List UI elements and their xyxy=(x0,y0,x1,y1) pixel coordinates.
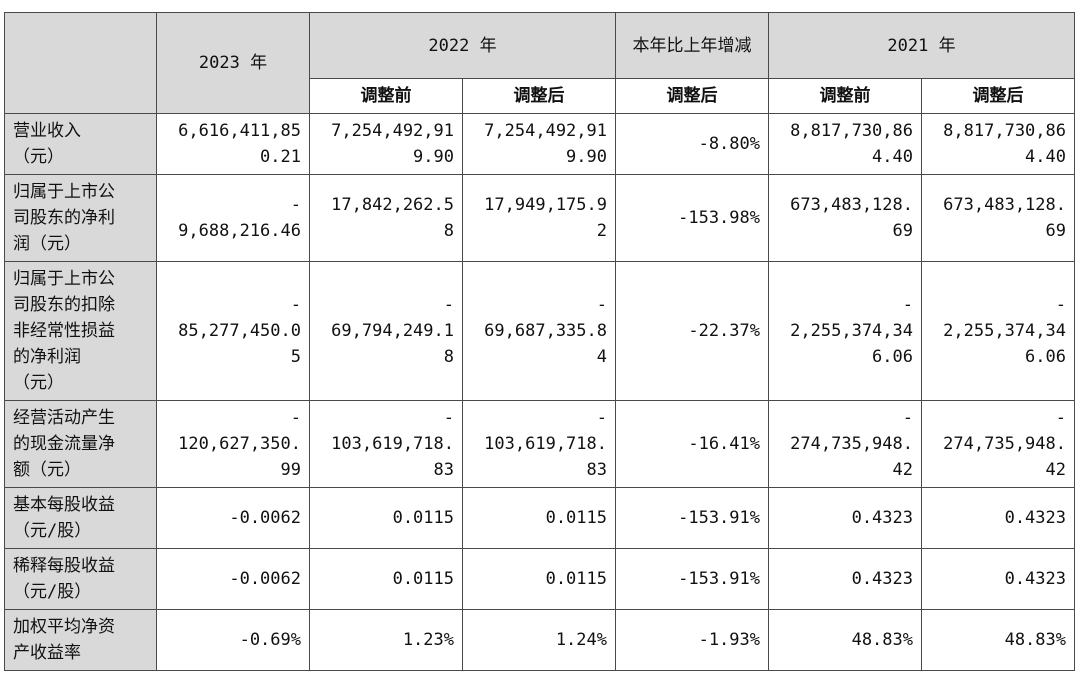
cell-2023: - 120,627,350. 99 xyxy=(156,400,310,488)
cell-2022-after: 0.0115 xyxy=(462,548,616,610)
cell-2023: 6,616,411,85 0.21 xyxy=(156,113,310,175)
table-row: 稀释每股收益 （元/股） -0.0062 0.0115 0.0115 -153.… xyxy=(4,548,1075,610)
cell-change: -22.37% xyxy=(615,261,769,401)
table-row: 营业收入 （元） 6,616,411,85 0.21 7,254,492,91 … xyxy=(4,113,1075,175)
header-2021-before: 调整前 xyxy=(768,78,922,114)
corner-cell xyxy=(4,12,157,114)
cell-2022-after: 0.0115 xyxy=(462,487,616,549)
row-label: 归属于上市公 司股东的扣除 非经常性损益 的净利润 （元） xyxy=(4,261,157,401)
table-row: 加权平均净资 产收益率 -0.69% 1.23% 1.24% -1.93% 48… xyxy=(4,609,1075,671)
cell-2022-after: 1.24% xyxy=(462,609,616,671)
row-label: 经营活动产生 的现金流量净 额（元） xyxy=(4,400,157,488)
row-label: 稀释每股收益 （元/股） xyxy=(4,548,157,610)
cell-change: -1.93% xyxy=(615,609,769,671)
cell-2022-after: 7,254,492,91 9.90 xyxy=(462,113,616,175)
cell-2021-after: 0.4323 xyxy=(921,487,1075,549)
cell-2023: -0.69% xyxy=(156,609,310,671)
table-row: 归属于上市公 司股东的扣除 非经常性损益 的净利润 （元） - 85,277,4… xyxy=(4,261,1075,401)
cell-2021-before: - 2,255,374,34 6.06 xyxy=(768,261,922,401)
table-row: 经营活动产生 的现金流量净 额（元） - 120,627,350. 99 - 1… xyxy=(4,400,1075,488)
row-label: 营业收入 （元） xyxy=(4,113,157,175)
cell-2021-after: - 274,735,948. 42 xyxy=(921,400,1075,488)
header-2022: 2022 年 xyxy=(309,12,616,79)
row-label: 加权平均净资 产收益率 xyxy=(4,609,157,671)
header-2022-before: 调整前 xyxy=(309,78,463,114)
header-2021-after: 调整后 xyxy=(921,78,1075,114)
table-row: 归属于上市公 司股东的净利 润（元） - 9,688,216.46 17,842… xyxy=(4,174,1075,262)
cell-2021-after: 8,817,730,86 4.40 xyxy=(921,113,1075,175)
header-2023: 2023 年 xyxy=(156,12,310,114)
header-2022-after: 调整后 xyxy=(462,78,616,114)
cell-2022-before: 0.0115 xyxy=(309,548,463,610)
cell-2021-before: 0.4323 xyxy=(768,487,922,549)
cell-2022-before: 17,842,262.5 8 xyxy=(309,174,463,262)
header-2021: 2021 年 xyxy=(768,12,1075,79)
cell-2021-after: 48.83% xyxy=(921,609,1075,671)
cell-2022-before: 1.23% xyxy=(309,609,463,671)
cell-2021-before: 8,817,730,86 4.40 xyxy=(768,113,922,175)
cell-2022-before: - 103,619,718. 83 xyxy=(309,400,463,488)
cell-2023: -0.0062 xyxy=(156,548,310,610)
cell-2021-before: 673,483,128. 69 xyxy=(768,174,922,262)
cell-2022-before: - 69,794,249.1 8 xyxy=(309,261,463,401)
table-row: 基本每股收益 （元/股） -0.0062 0.0115 0.0115 -153.… xyxy=(4,487,1075,549)
row-label: 归属于上市公 司股东的净利 润（元） xyxy=(4,174,157,262)
cell-2021-before: - 274,735,948. 42 xyxy=(768,400,922,488)
cell-change: -8.80% xyxy=(615,113,769,175)
cell-2021-after: 0.4323 xyxy=(921,548,1075,610)
cell-change: -153.91% xyxy=(615,548,769,610)
header-change: 本年比上年增减 xyxy=(615,12,769,79)
cell-2023: -0.0062 xyxy=(156,487,310,549)
financial-table: 2023 年 2022 年 本年比上年增减 2021 年 调整前 调整后 调整后… xyxy=(4,12,1075,671)
cell-change: -153.91% xyxy=(615,487,769,549)
row-label: 基本每股收益 （元/股） xyxy=(4,487,157,549)
cell-2022-before: 7,254,492,91 9.90 xyxy=(309,113,463,175)
cell-2021-after: - 2,255,374,34 6.06 xyxy=(921,261,1075,401)
header-change-after: 调整后 xyxy=(615,78,769,114)
cell-2021-after: 673,483,128. 69 xyxy=(921,174,1075,262)
cell-change: -16.41% xyxy=(615,400,769,488)
cell-2021-before: 48.83% xyxy=(768,609,922,671)
cell-2023: - 85,277,450.0 5 xyxy=(156,261,310,401)
cell-2021-before: 0.4323 xyxy=(768,548,922,610)
cell-change: -153.98% xyxy=(615,174,769,262)
cell-2022-before: 0.0115 xyxy=(309,487,463,549)
cell-2022-after: - 69,687,335.8 4 xyxy=(462,261,616,401)
cell-2022-after: 17,949,175.9 2 xyxy=(462,174,616,262)
cell-2023: - 9,688,216.46 xyxy=(156,174,310,262)
table-body: 营业收入 （元） 6,616,411,85 0.21 7,254,492,91 … xyxy=(4,113,1075,671)
cell-2022-after: - 103,619,718. 83 xyxy=(462,400,616,488)
